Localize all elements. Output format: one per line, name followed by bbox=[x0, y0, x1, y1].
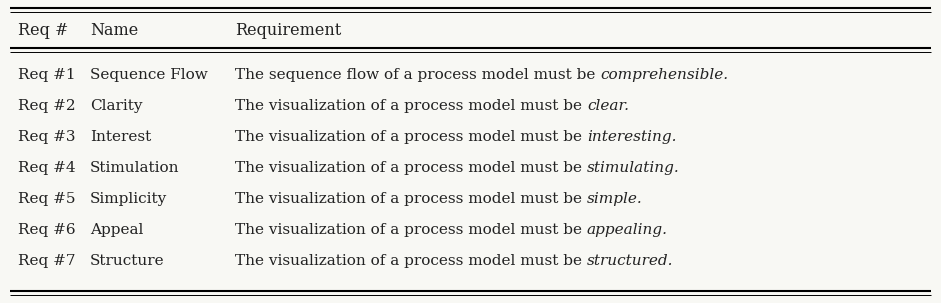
Text: Req #6: Req #6 bbox=[18, 223, 75, 237]
Text: Structure: Structure bbox=[90, 254, 165, 268]
Text: The visualization of a process model must be: The visualization of a process model mus… bbox=[235, 192, 587, 206]
Text: simple.: simple. bbox=[587, 192, 643, 206]
Text: interesting.: interesting. bbox=[587, 130, 677, 144]
Text: Req #1: Req #1 bbox=[18, 68, 75, 82]
Text: Stimulation: Stimulation bbox=[90, 161, 180, 175]
Text: Req #2: Req #2 bbox=[18, 99, 75, 113]
Text: The visualization of a process model must be: The visualization of a process model mus… bbox=[235, 99, 587, 113]
Text: The visualization of a process model must be: The visualization of a process model mus… bbox=[235, 223, 587, 237]
Text: Interest: Interest bbox=[90, 130, 152, 144]
Text: Name: Name bbox=[90, 22, 138, 39]
Text: Req #7: Req #7 bbox=[18, 254, 75, 268]
Text: stimulating.: stimulating. bbox=[587, 161, 679, 175]
Text: The visualization of a process model must be: The visualization of a process model mus… bbox=[235, 254, 587, 268]
Text: Requirement: Requirement bbox=[235, 22, 342, 39]
Text: The visualization of a process model must be: The visualization of a process model mus… bbox=[235, 130, 587, 144]
Text: appealing.: appealing. bbox=[587, 223, 668, 237]
Text: Req #5: Req #5 bbox=[18, 192, 75, 206]
Text: Sequence Flow: Sequence Flow bbox=[90, 68, 208, 82]
Text: The visualization of a process model must be: The visualization of a process model mus… bbox=[235, 161, 587, 175]
Text: Clarity: Clarity bbox=[90, 99, 142, 113]
Text: structured.: structured. bbox=[587, 254, 674, 268]
Text: The sequence flow of a process model must be: The sequence flow of a process model mus… bbox=[235, 68, 600, 82]
Text: Req #4: Req #4 bbox=[18, 161, 75, 175]
Text: Req #: Req # bbox=[18, 22, 69, 39]
Text: Appeal: Appeal bbox=[90, 223, 143, 237]
Text: clear.: clear. bbox=[587, 99, 629, 113]
Text: Simplicity: Simplicity bbox=[90, 192, 167, 206]
Text: comprehensible.: comprehensible. bbox=[600, 68, 728, 82]
Text: Req #3: Req #3 bbox=[18, 130, 75, 144]
